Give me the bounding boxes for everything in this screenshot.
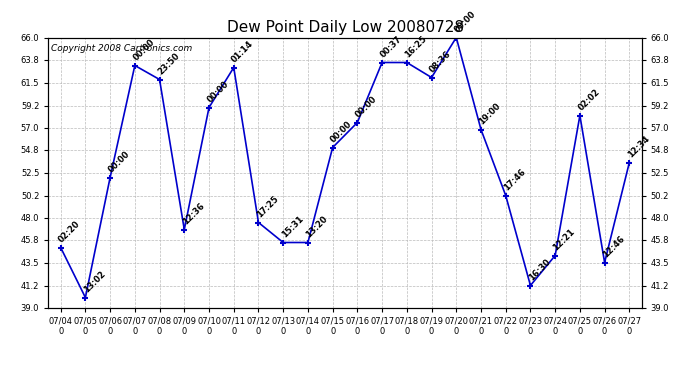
Text: 16:30: 16:30 [527, 258, 552, 283]
Title: Dew Point Daily Low 20080728: Dew Point Daily Low 20080728 [226, 20, 464, 35]
Text: 01:14: 01:14 [230, 39, 255, 65]
Text: 19:00: 19:00 [477, 102, 502, 127]
Text: 13:20: 13:20 [304, 214, 330, 240]
Text: 00:00: 00:00 [106, 150, 132, 175]
Text: 08:36: 08:36 [428, 50, 453, 75]
Text: 23:50: 23:50 [156, 51, 181, 77]
Text: 00:00: 00:00 [354, 95, 379, 120]
Text: 00:00: 00:00 [131, 38, 156, 63]
Text: 00:00: 00:00 [453, 10, 477, 35]
Text: 17:46: 17:46 [502, 168, 527, 193]
Text: 17:25: 17:25 [255, 195, 280, 220]
Text: 12:34: 12:34 [626, 135, 651, 160]
Text: 00:37: 00:37 [379, 35, 404, 60]
Text: Copyright 2008 Cartronics.com: Copyright 2008 Cartronics.com [51, 44, 193, 53]
Text: 13:02: 13:02 [82, 270, 107, 295]
Text: 12:46: 12:46 [601, 234, 627, 260]
Text: 12:21: 12:21 [551, 227, 577, 253]
Text: 12:36: 12:36 [181, 201, 206, 227]
Text: 02:02: 02:02 [576, 87, 602, 113]
Text: 15:31: 15:31 [279, 214, 305, 240]
Text: 02:20: 02:20 [57, 219, 82, 245]
Text: 00:00: 00:00 [206, 80, 230, 105]
Text: 00:00: 00:00 [329, 120, 354, 145]
Text: 16:25: 16:25 [403, 34, 428, 60]
